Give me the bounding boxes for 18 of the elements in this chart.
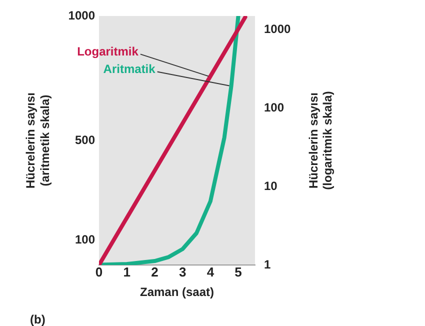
y-tick-label: 1000 <box>68 8 96 22</box>
y2-axis-title: Hücrelerin sayısı (logaritmik skala) <box>306 91 334 190</box>
text: Logaritmik <box>77 44 139 59</box>
text: (b) <box>30 312 46 326</box>
x-tick-label: 1 <box>123 264 130 280</box>
x-tick-label: 2 <box>151 264 158 280</box>
y-tick-label: 100 <box>74 232 96 246</box>
x-axis-title: Zaman (saat) <box>140 285 214 300</box>
x-tick-label: 5 <box>234 264 242 280</box>
x-tick-label: 4 <box>206 264 215 280</box>
y2-tick-label: 1000 <box>264 22 292 36</box>
text: Aritmatik <box>103 62 156 76</box>
y-tick-label: 500 <box>74 132 96 147</box>
y2-tick-label: 10 <box>264 178 278 193</box>
y2-tick-label: 100 <box>264 100 284 115</box>
x-tick-label: 3 <box>178 264 186 280</box>
x-tick-label: 0 <box>95 264 103 280</box>
y-axis-title: Hücrelerin sayısı (aritmetik skala) <box>24 92 52 189</box>
